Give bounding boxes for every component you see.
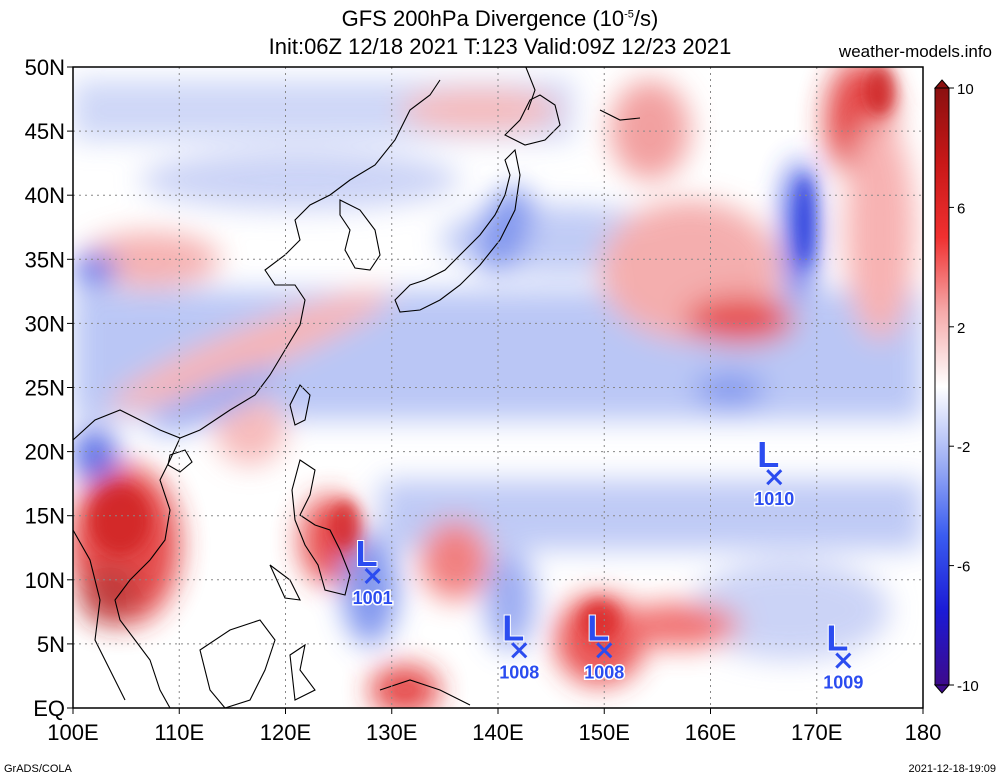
colorbar-label: -2 — [957, 439, 970, 456]
low-letter: L — [356, 533, 378, 574]
low-pressure-value: 1008 — [499, 662, 539, 682]
lat-tick-label: 50N — [25, 55, 65, 80]
lon-tick-label: 180 — [905, 720, 942, 745]
colorbar-top-cap — [933, 79, 951, 89]
low-pressure-value: 1008 — [584, 662, 624, 682]
axes: 100E 110E 120E 130E 140E 150E 160E 170E 180 50N 45… — [25, 55, 942, 745]
colorbar: 10 6 2 -2 -6 -10 — [933, 79, 979, 695]
lon-tick-label: 100E — [47, 720, 98, 745]
lon-tick-label: 150E — [579, 720, 630, 745]
coastlines — [73, 67, 641, 708]
colorbar-label: -10 — [957, 678, 979, 695]
low-center-x — [596, 642, 613, 659]
low-center-x — [835, 652, 852, 669]
lon-tick-label: 120E — [260, 720, 311, 745]
low-pressure-value: 1001 — [353, 588, 393, 608]
lon-tick-label: 160E — [685, 720, 736, 745]
lat-tick-label: 5N — [37, 632, 65, 657]
low-letter: L — [587, 607, 609, 648]
colorbar-label: 10 — [957, 81, 974, 98]
lat-tick-label: EQ — [33, 696, 65, 721]
footer-left: GrADS/COLA — [4, 763, 72, 775]
lon-tick-label: 110E — [154, 720, 204, 745]
source-site: weather-models.info — [838, 42, 992, 61]
low-center-x — [511, 642, 528, 659]
lon-tick-label: 130E — [366, 720, 417, 745]
lat-tick-label: 15N — [25, 504, 65, 529]
lat-tick-label: 45N — [25, 119, 65, 144]
lat-tick-label: 40N — [25, 183, 65, 208]
lat-tick-label: 35N — [25, 247, 65, 272]
low-marker: L 1009 — [822, 617, 865, 695]
lat-tick-label: 25N — [25, 376, 65, 401]
lon-tick-label: 170E — [791, 720, 842, 745]
low-marker: L 1008 — [583, 606, 626, 684]
colorbar-label: 2 — [957, 320, 965, 337]
lon-tick-label: 140E — [472, 720, 523, 745]
low-center-x — [766, 469, 783, 486]
low-letter: L — [757, 434, 779, 475]
low-center-x — [364, 567, 381, 585]
colorbar-label: 6 — [957, 200, 965, 217]
lat-tick-label: 30N — [25, 311, 65, 336]
colorbar-label: -6 — [957, 559, 970, 576]
low-pressure-value: 1009 — [823, 673, 863, 693]
low-marker: L 1010 — [753, 433, 796, 511]
low-letter: L — [826, 618, 848, 659]
colorbar-bottom-cap — [933, 684, 951, 694]
lat-tick-label: 10N — [25, 568, 65, 593]
title-line-1: GFS 200hPa Divergence (10-5/s) — [341, 6, 659, 31]
lat-tick-label: 20N — [25, 440, 65, 465]
footer-right: 2021-12-18-19:09 — [908, 763, 996, 775]
low-letter: L — [502, 607, 524, 648]
low-pressure-value: 1010 — [754, 489, 794, 509]
low-pressure-markers: L 1001 L 1008 L 1008 L 1010 L 1009 — [351, 433, 865, 695]
graticule — [73, 67, 923, 708]
title-line-2: Init:06Z 12/18 2021 T:123 Valid:09Z 12/2… — [268, 34, 732, 59]
low-marker: L 1008 — [498, 606, 541, 684]
low-marker: L 1001 — [351, 532, 394, 610]
colorbar-scale — [934, 87, 950, 686]
